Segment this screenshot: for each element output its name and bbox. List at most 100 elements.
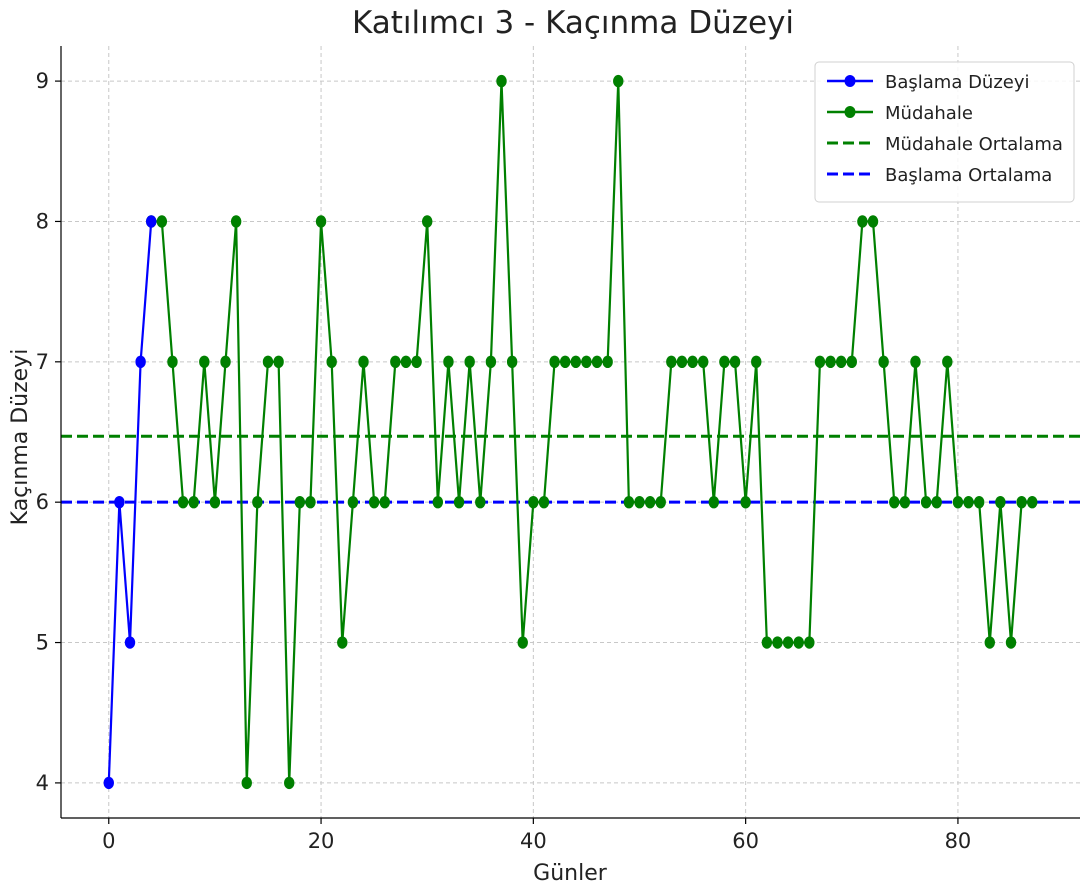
axes: [60, 46, 1080, 819]
data-point: [443, 355, 454, 369]
data-point: [1027, 495, 1038, 509]
x-tick-label: 80: [945, 829, 972, 853]
y-tick-label: 6: [36, 490, 49, 514]
data-point: [782, 636, 794, 649]
data-point: [135, 355, 146, 369]
data-point: [146, 215, 157, 228]
data-point: [241, 776, 252, 790]
data-point: [517, 636, 528, 649]
data-point: [379, 495, 390, 509]
data-point: [528, 495, 539, 509]
data-point: [740, 495, 751, 509]
y-axis-label: Kaçınma Düzeyi: [8, 349, 33, 526]
data-point: [666, 355, 677, 369]
data-point: [591, 355, 603, 369]
data-point: [559, 355, 571, 369]
data-point: [613, 74, 624, 88]
data-point: [687, 355, 698, 369]
data-point: [623, 495, 635, 509]
data-point: [103, 776, 114, 790]
data-point: [1016, 495, 1027, 509]
data-point: [464, 355, 475, 369]
data-point: [655, 495, 666, 509]
data-series: [103, 74, 1038, 790]
x-tick-label: 0: [102, 829, 115, 853]
data-point: [262, 355, 274, 369]
data-point: [347, 495, 359, 509]
data-point: [390, 355, 401, 369]
y-tick-label: 8: [36, 209, 49, 233]
y-tick-label: 4: [36, 771, 49, 795]
data-point: [751, 355, 762, 369]
data-point: [209, 495, 221, 509]
data-point: [581, 355, 592, 369]
data-point: [549, 355, 560, 369]
data-point: [910, 355, 921, 369]
legend-entry: Başlama Düzeyi: [885, 72, 1030, 93]
data-point: [485, 355, 497, 369]
data-point: [188, 495, 199, 509]
data-point: [634, 495, 645, 509]
x-axis-ticks: 0 20 40 60 80: [102, 818, 971, 853]
y-tick-label: 5: [36, 631, 49, 655]
data-point: [411, 355, 422, 369]
data-point: [368, 495, 380, 509]
data-point: [273, 355, 284, 369]
data-point: [177, 495, 189, 509]
data-point: [963, 495, 974, 509]
data-point: [199, 355, 210, 369]
legend-entry: Müdahale Ortalama: [885, 134, 1063, 155]
data-point: [358, 355, 369, 369]
data-point: [772, 636, 783, 649]
data-point: [156, 215, 168, 228]
data-point: [1005, 636, 1017, 649]
data-point: [676, 355, 688, 369]
data-point: [644, 495, 656, 509]
data-point: [952, 495, 964, 509]
data-point: [315, 215, 327, 228]
data-point: [220, 355, 231, 369]
data-point: [708, 495, 719, 509]
data-point: [453, 495, 465, 509]
data-point: [793, 636, 804, 649]
data-point: [506, 355, 518, 369]
x-axis-label: Günler: [533, 861, 608, 886]
series-baseline: [103, 215, 157, 790]
data-point: [814, 355, 826, 369]
data-point: [326, 355, 337, 369]
data-point: [857, 215, 868, 228]
data-point: [920, 495, 932, 509]
data-point: [878, 355, 889, 369]
data-point: [570, 355, 582, 369]
data-point: [719, 355, 730, 369]
data-point: [602, 355, 613, 369]
data-point: [167, 355, 178, 369]
data-point: [984, 636, 995, 649]
legend-marker: [844, 106, 856, 118]
data-point: [400, 355, 412, 369]
y-axis-ticks: 4 5 6 7 8 9: [36, 69, 61, 795]
data-point: [496, 74, 507, 88]
data-point: [973, 495, 985, 509]
data-point: [294, 495, 306, 509]
data-point: [761, 636, 773, 649]
data-point: [846, 355, 857, 369]
legend-box: [814, 61, 1075, 203]
data-point: [432, 495, 444, 509]
data-point: [124, 636, 136, 649]
data-point: [942, 355, 953, 369]
data-point: [835, 355, 847, 369]
legend: Başlama Düzeyi Müdahale Müdahale Ortalama B…: [814, 61, 1075, 203]
data-point: [729, 355, 741, 369]
data-point: [931, 495, 942, 509]
y-tick-label: 9: [36, 69, 49, 93]
legend-entry: Müdahale: [885, 103, 973, 124]
series-intervention: [146, 74, 1038, 790]
x-tick-label: 60: [732, 829, 759, 853]
legend-entry: Başlama Ortalama: [885, 165, 1052, 186]
series-line: [151, 79, 1033, 785]
data-point: [538, 495, 550, 509]
data-point: [230, 215, 242, 228]
data-point: [825, 355, 836, 369]
